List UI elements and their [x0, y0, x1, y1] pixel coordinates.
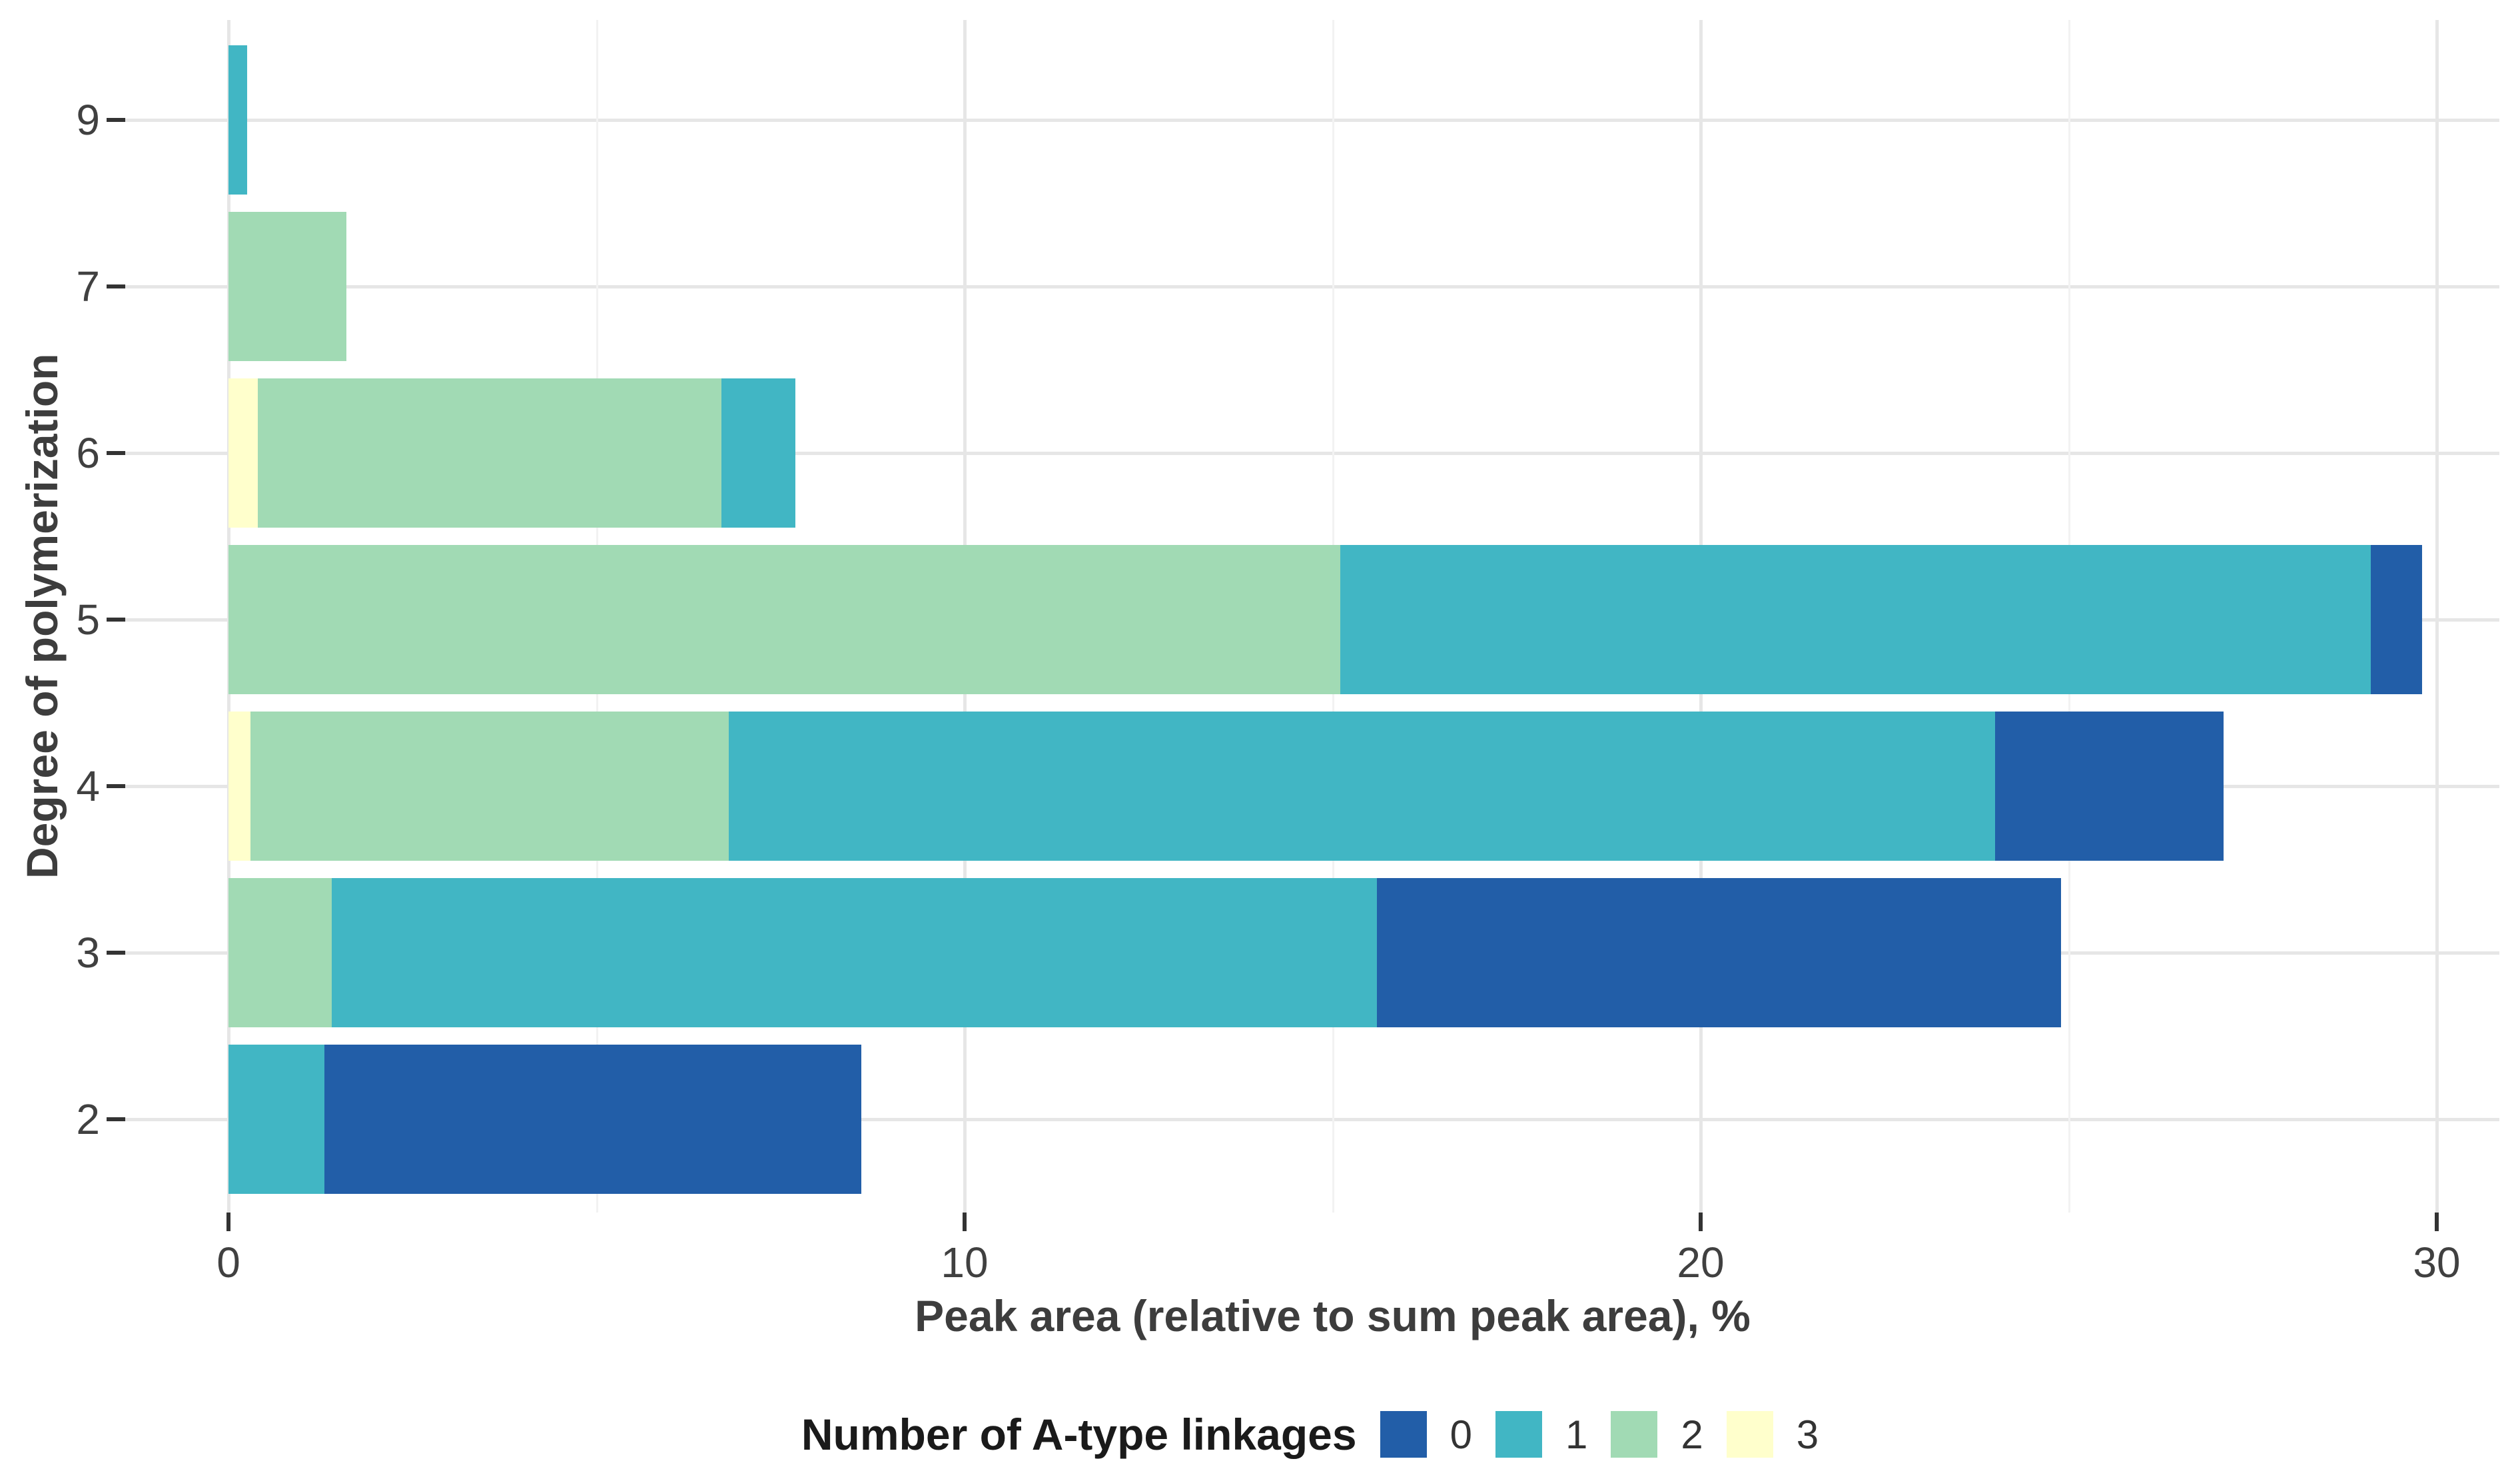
bar-segment-dp2-linkages1: [228, 1045, 324, 1194]
x-tick-mark: [963, 1213, 967, 1231]
bar-segment-dp4-linkages2: [250, 712, 729, 861]
y-tick-mark: [107, 284, 125, 288]
bar-segment-dp7-linkages2: [228, 212, 346, 361]
y-tick-label: 6: [76, 429, 100, 477]
y-tick-mark: [107, 1117, 125, 1121]
bar-segment-dp5-linkages2: [228, 545, 1340, 694]
bar-segment-dp5-linkages1: [1340, 545, 2371, 694]
y-tick-label: 5: [76, 596, 100, 644]
y-gridline: [124, 452, 2499, 455]
x-tick-label: 10: [941, 1238, 989, 1286]
x-tick-mark: [1699, 1213, 1703, 1231]
bar-segment-dp6-linkages3: [228, 378, 258, 528]
bar-segment-dp4-linkages1: [729, 712, 1995, 861]
legend-swatch-3: [1726, 1411, 1773, 1458]
x-tick-label: 20: [1677, 1238, 1725, 1286]
y-tick-label: 3: [76, 929, 100, 977]
y-gridline: [124, 1118, 2499, 1121]
x-tick-mark: [2435, 1213, 2439, 1231]
bar-segment-dp2-linkages0: [324, 1045, 862, 1194]
bar-segment-dp4-linkages3: [228, 712, 251, 861]
bar-segment-dp4-linkages0: [1995, 712, 2224, 861]
x-tick-label: 0: [216, 1238, 240, 1286]
y-gridline: [124, 119, 2499, 122]
x-axis-title: Peak area (relative to sum peak area), %: [915, 1291, 1751, 1340]
legend-swatch-1: [1495, 1411, 1542, 1458]
y-tick-mark: [107, 118, 125, 122]
bar-segment-dp6-linkages2: [258, 378, 722, 528]
bar-segment-dp3-linkages0: [1376, 878, 2062, 1027]
legend-title: Number of A-type linkages: [801, 1410, 1357, 1459]
y-tick-mark: [107, 951, 125, 955]
y-tick-label: 9: [76, 96, 100, 144]
y-tick-label: 4: [76, 762, 100, 810]
legend-swatch-0: [1380, 1411, 1427, 1458]
y-tick-mark: [107, 618, 125, 622]
bar-segment-dp3-linkages2: [228, 878, 332, 1027]
bar-segment-dp5-linkages0: [2370, 545, 2422, 694]
bar-segment-dp6-linkages1: [721, 378, 795, 528]
legend-swatch-2: [1611, 1411, 1658, 1458]
x-tick-mark: [226, 1213, 230, 1231]
y-tick-label: 2: [76, 1095, 100, 1143]
legend-label-1: 1: [1565, 1412, 1588, 1457]
y-tick-label: 7: [76, 262, 100, 310]
legend-label-3: 3: [1796, 1412, 1819, 1457]
legend-label-2: 2: [1681, 1412, 1703, 1457]
legend-label-0: 0: [1450, 1412, 1472, 1457]
x-tick-label: 30: [2413, 1238, 2461, 1286]
legend: Number of A-type linkages 0 1 2 3: [0, 1398, 2520, 1471]
y-gridline: [124, 285, 2499, 288]
y-tick-mark: [107, 784, 125, 788]
bar-segment-dp3-linkages1: [331, 878, 1377, 1027]
bar-segment-dp9-linkages1: [228, 45, 247, 195]
y-tick-mark: [107, 451, 125, 455]
x-major-gridline: [2435, 20, 2439, 1213]
